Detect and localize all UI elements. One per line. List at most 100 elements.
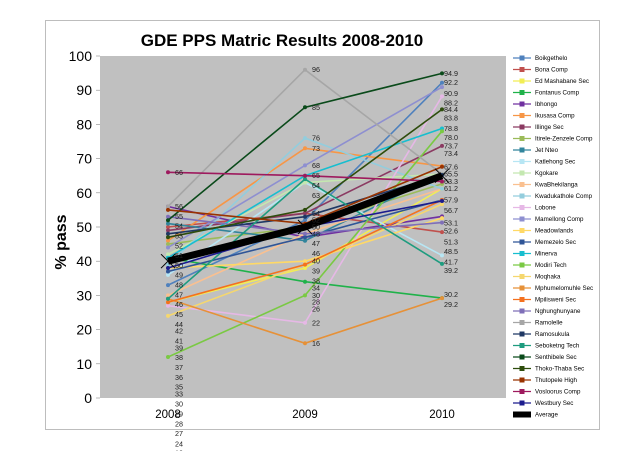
data-label: 33: [175, 389, 183, 398]
data-label: 40: [312, 257, 320, 266]
legend-marker: [519, 159, 525, 164]
data-label: 28: [312, 298, 320, 307]
data-point: [166, 266, 170, 270]
data-label: 61.2: [444, 184, 458, 193]
y-tick-label: 70: [76, 151, 92, 167]
legend-entry: Itirele-Zenzele Comp: [535, 136, 593, 143]
legend: Boikgethelo Bona Comp Ed Mashabane Sec Font…: [513, 55, 593, 419]
y-tick-label: 20: [76, 322, 92, 338]
y-axis-label: % pass: [53, 214, 70, 269]
data-label: 29.2: [444, 300, 458, 309]
legend-entry: Memezelo Sec: [535, 239, 576, 246]
legend-entry: Ikusasa Comp: [535, 113, 575, 120]
data-label: 68: [312, 161, 320, 170]
data-point: [440, 186, 444, 191]
data-label: 88.2: [444, 98, 458, 107]
data-point: [166, 207, 170, 212]
legend-entry: Katlehong Sec: [535, 159, 575, 166]
data-point: [303, 163, 307, 168]
data-point: [303, 293, 307, 298]
data-label: 67.6: [444, 162, 458, 171]
data-label: 48.5: [444, 247, 458, 256]
data-point: [166, 214, 170, 219]
y-tick-label: 60: [76, 185, 92, 201]
legend-marker: [519, 228, 525, 233]
y-tick-label: 90: [76, 82, 92, 98]
data-point: [303, 279, 307, 284]
legend-marker: [519, 67, 525, 72]
data-label: 38: [312, 276, 320, 285]
data-point: [303, 177, 307, 182]
data-point: [440, 85, 444, 90]
data-label: 34: [312, 284, 320, 293]
data-point: [303, 341, 307, 346]
legend-entry: Thutopele High: [535, 377, 578, 384]
data-point: [440, 107, 444, 112]
data-label: 42: [175, 327, 183, 336]
data-point: [440, 220, 444, 225]
data-label: 78.0: [444, 133, 458, 142]
data-label: 26: [312, 305, 320, 314]
data-label: 78.8: [444, 124, 458, 133]
legend-marker: [519, 182, 525, 187]
data-point: [166, 238, 170, 243]
data-point: [166, 218, 170, 223]
data-label: 53.1: [444, 218, 458, 227]
y-tick-label: 80: [76, 116, 92, 132]
legend-marker: [519, 400, 525, 406]
data-point: [440, 71, 444, 76]
legend-entry: Meadowlands: [535, 228, 573, 235]
data-label: 92.2: [444, 78, 458, 87]
legend-marker: [519, 343, 525, 348]
legend-marker: [519, 308, 525, 314]
data-point: [303, 211, 307, 216]
data-label: 39.2: [444, 266, 458, 275]
data-point: [440, 202, 444, 207]
x-tick-label: 2010: [429, 409, 455, 421]
data-label: 66: [175, 168, 183, 177]
data-point: [440, 261, 444, 266]
data-point: [166, 221, 170, 226]
legend-entry: Boikgethelo: [535, 55, 568, 62]
data-label: 63: [312, 191, 320, 200]
x-tick-label: 2009: [292, 409, 318, 421]
average-marker: [297, 219, 313, 235]
y-tick-label: 40: [76, 253, 92, 269]
legend-entry: Ed Mashabane Sec: [535, 78, 589, 85]
data-point: [303, 235, 307, 240]
data-point: [440, 164, 444, 169]
data-label: 56: [175, 202, 183, 211]
data-point: [166, 269, 170, 274]
data-point: [440, 94, 444, 99]
data-label: 39: [312, 267, 320, 276]
y-tick-label: 50: [76, 219, 92, 235]
series-layer: [160, 67, 450, 359]
data-point: [303, 214, 307, 219]
data-label: 27: [175, 429, 183, 438]
data-label: 46: [312, 249, 320, 258]
x-axis: 2008 2009 2010: [155, 409, 455, 421]
data-point: [440, 80, 444, 85]
data-label: 12: [175, 449, 183, 451]
legend-entry: Kwadukathole Comp: [535, 193, 593, 200]
data-point: [166, 228, 170, 233]
data-point: [440, 253, 444, 258]
data-point: [303, 262, 307, 267]
legend-marker: [519, 274, 525, 279]
data-label: 73.7: [444, 141, 458, 150]
legend-marker: [519, 193, 525, 199]
data-label: 48: [175, 281, 183, 290]
data-label: 84.4: [444, 105, 458, 114]
data-label: 73: [312, 144, 320, 153]
data-point: [440, 143, 444, 148]
data-label: 47: [175, 290, 183, 299]
data-label: 22: [312, 318, 320, 327]
data-point: [166, 242, 170, 247]
data-point: [166, 231, 170, 236]
legend-entry: Thoko-Thaba Sec: [535, 366, 584, 373]
data-point: [303, 105, 307, 110]
data-point: [303, 136, 307, 141]
data-point: [166, 283, 170, 288]
data-label: 54: [312, 209, 320, 218]
